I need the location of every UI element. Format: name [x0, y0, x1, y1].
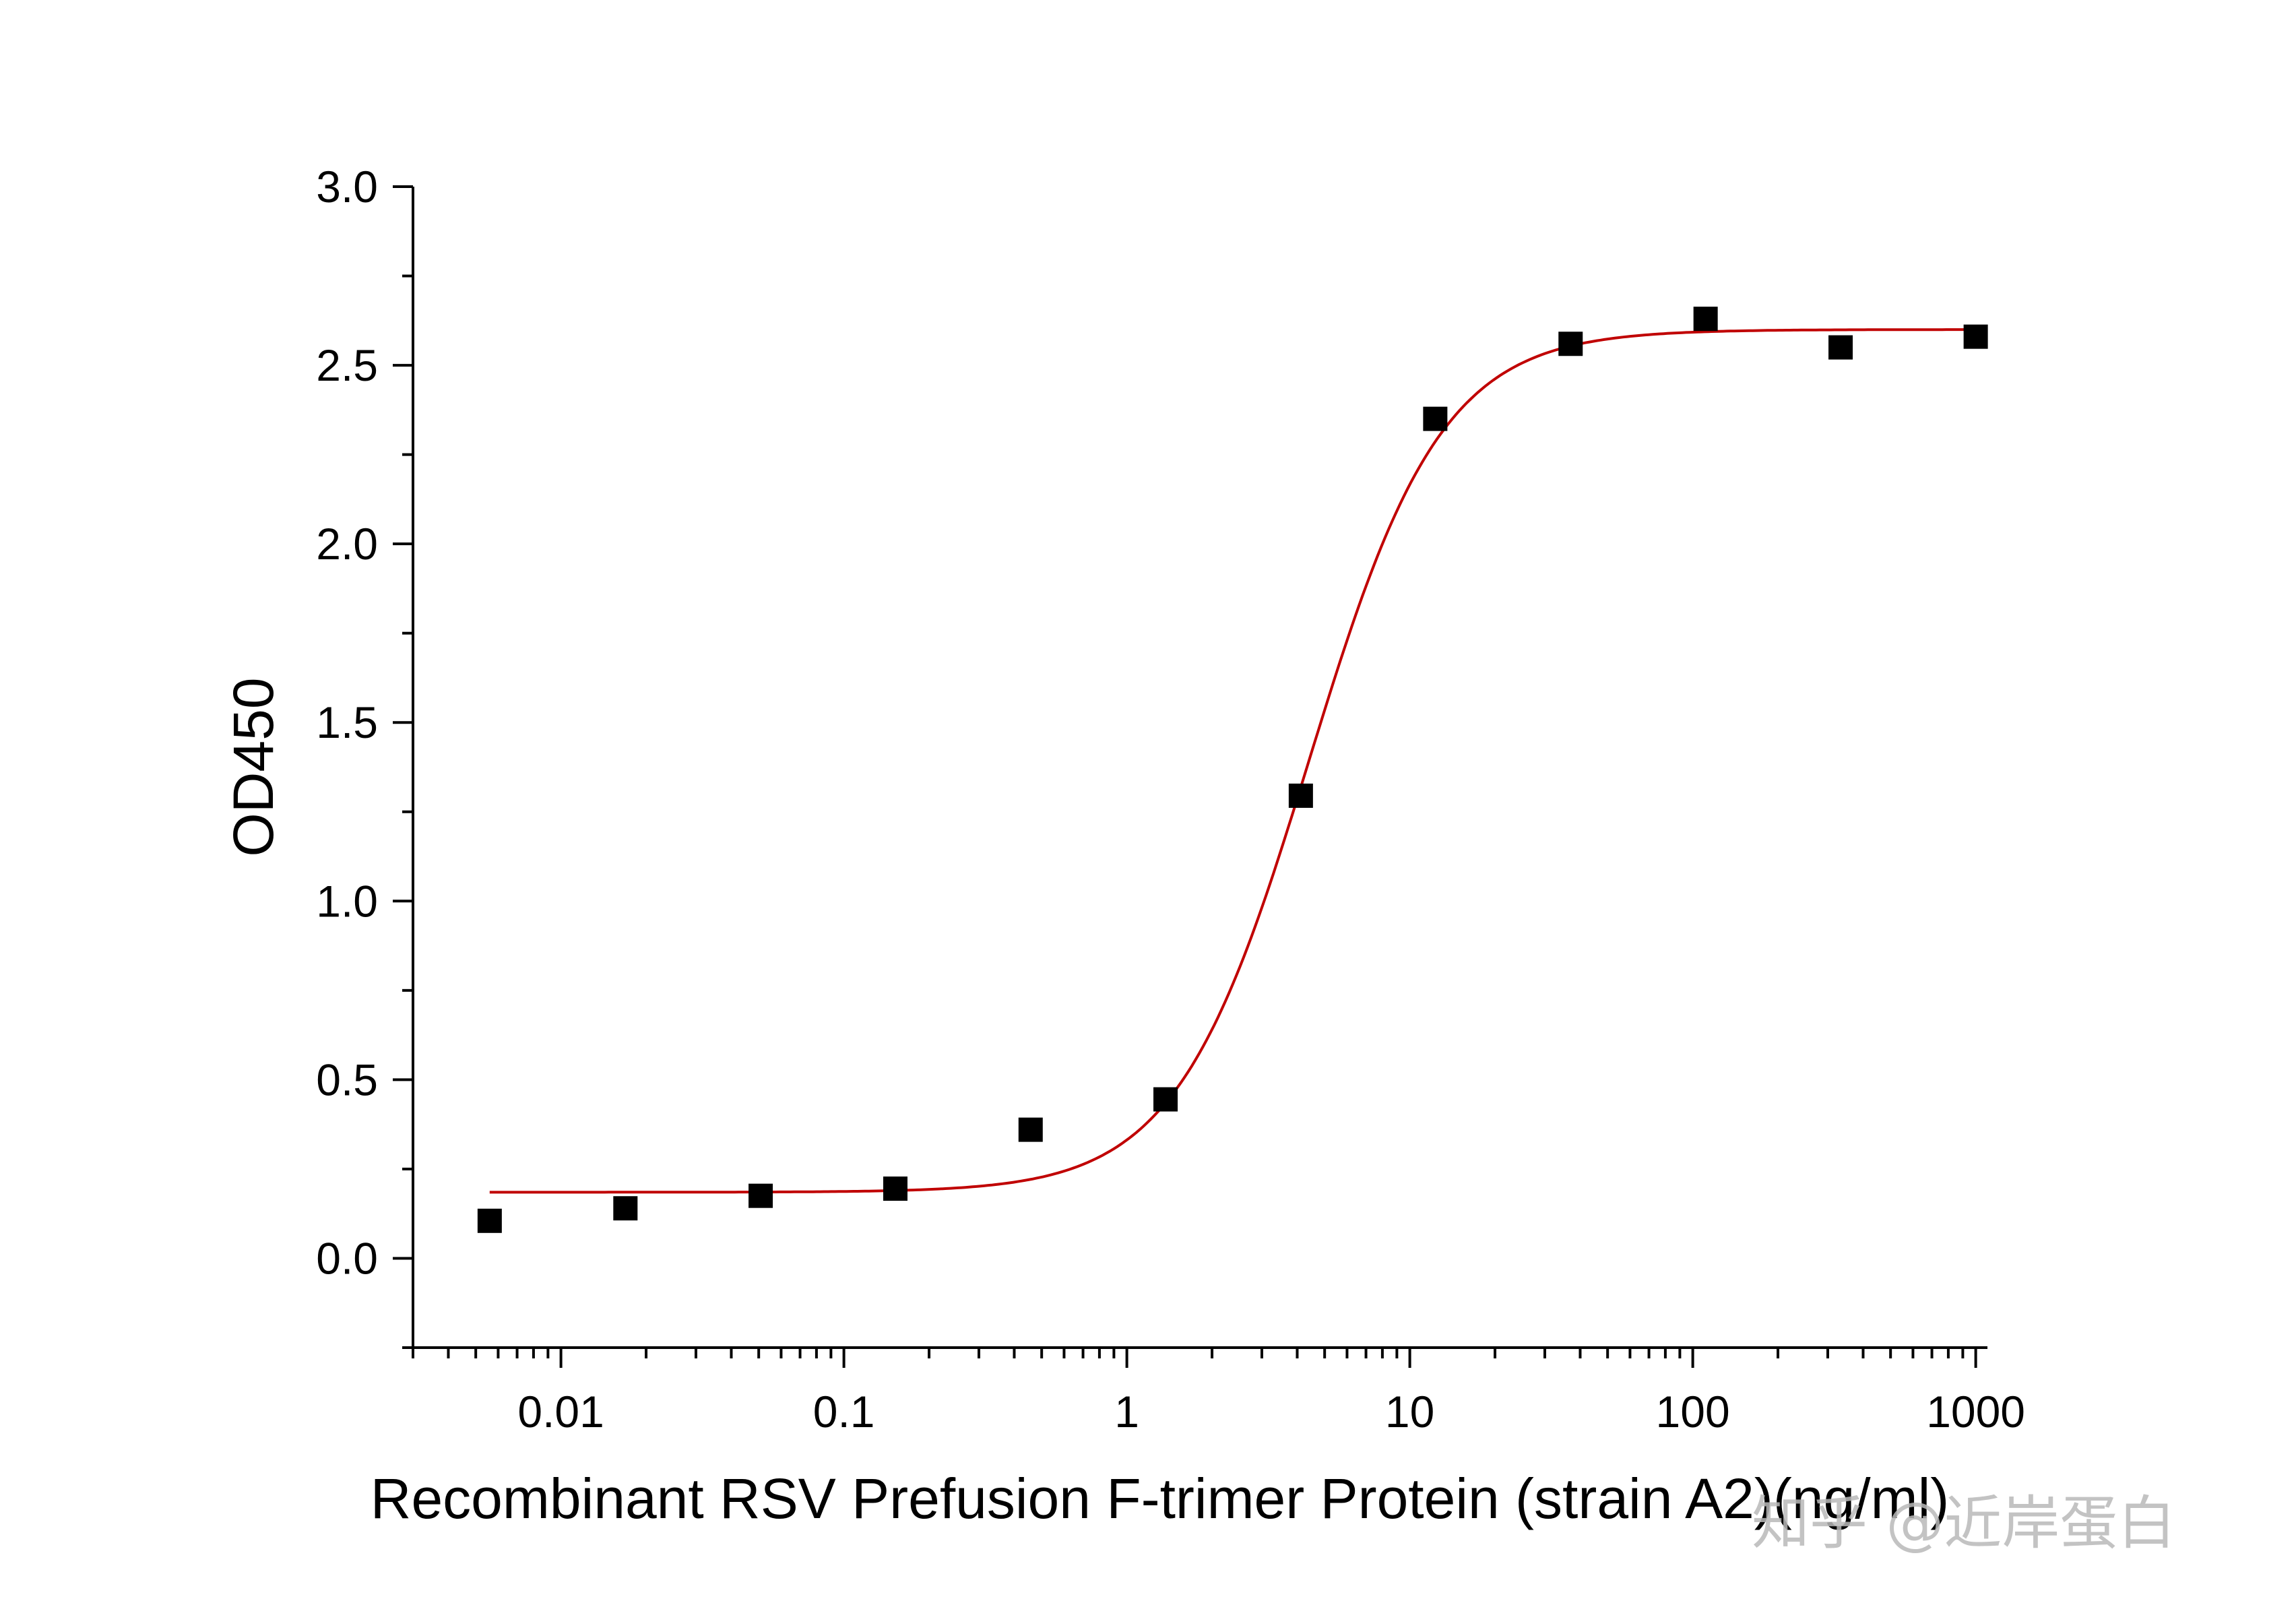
x-tick-label: 1000 [1926, 1387, 2025, 1437]
data-point [1693, 307, 1718, 332]
y-tick-label: 2.0 [316, 519, 378, 569]
y-tick-label: 2.5 [316, 340, 378, 390]
x-tick-label: 100 [1656, 1387, 1730, 1437]
data-point [1288, 783, 1313, 808]
fit-curve [489, 328, 1976, 1194]
y-tick-label: 0.0 [316, 1233, 378, 1283]
data-point [613, 1196, 638, 1221]
x-tick-label: 10 [1385, 1387, 1434, 1437]
y-axis-title: OD450 [222, 677, 285, 856]
y-tick-label: 0.5 [316, 1055, 378, 1104]
data-point [883, 1176, 907, 1201]
data-points-layer [477, 307, 1988, 1233]
data-point [1153, 1087, 1178, 1112]
labels-layer: OD450 Recombinant RSV Prefusion F-trimer… [222, 677, 2175, 1557]
x-tick-label: 0.1 [813, 1387, 875, 1437]
x-axis-title: Recombinant RSV Prefusion F-trimer Prote… [371, 1467, 1949, 1530]
y-tick-label: 1.5 [316, 697, 378, 747]
y-tick-label: 1.0 [316, 876, 378, 926]
data-point [748, 1183, 773, 1208]
data-point [1018, 1117, 1043, 1142]
data-point [1963, 324, 1988, 349]
data-point [1828, 335, 1853, 360]
x-tick-label: 1 [1114, 1387, 1139, 1437]
x-axis-ticks: 0.01 0.1 1 10 100 1000 [412, 1348, 2025, 1437]
data-point [1558, 332, 1583, 356]
data-point [1423, 406, 1448, 431]
y-tick-label: 3.0 [316, 162, 378, 212]
data-point [477, 1208, 502, 1233]
axes [412, 187, 1987, 1349]
x-tick-label: 0.01 [517, 1387, 604, 1437]
watermark: 知乎 @近岸蛋白 [1752, 1490, 2175, 1557]
y-axis-ticks: 0.0 0.5 1.0 1.5 2.0 2.5 3.0 [316, 162, 413, 1349]
fit-curve-layer [489, 328, 1976, 1194]
